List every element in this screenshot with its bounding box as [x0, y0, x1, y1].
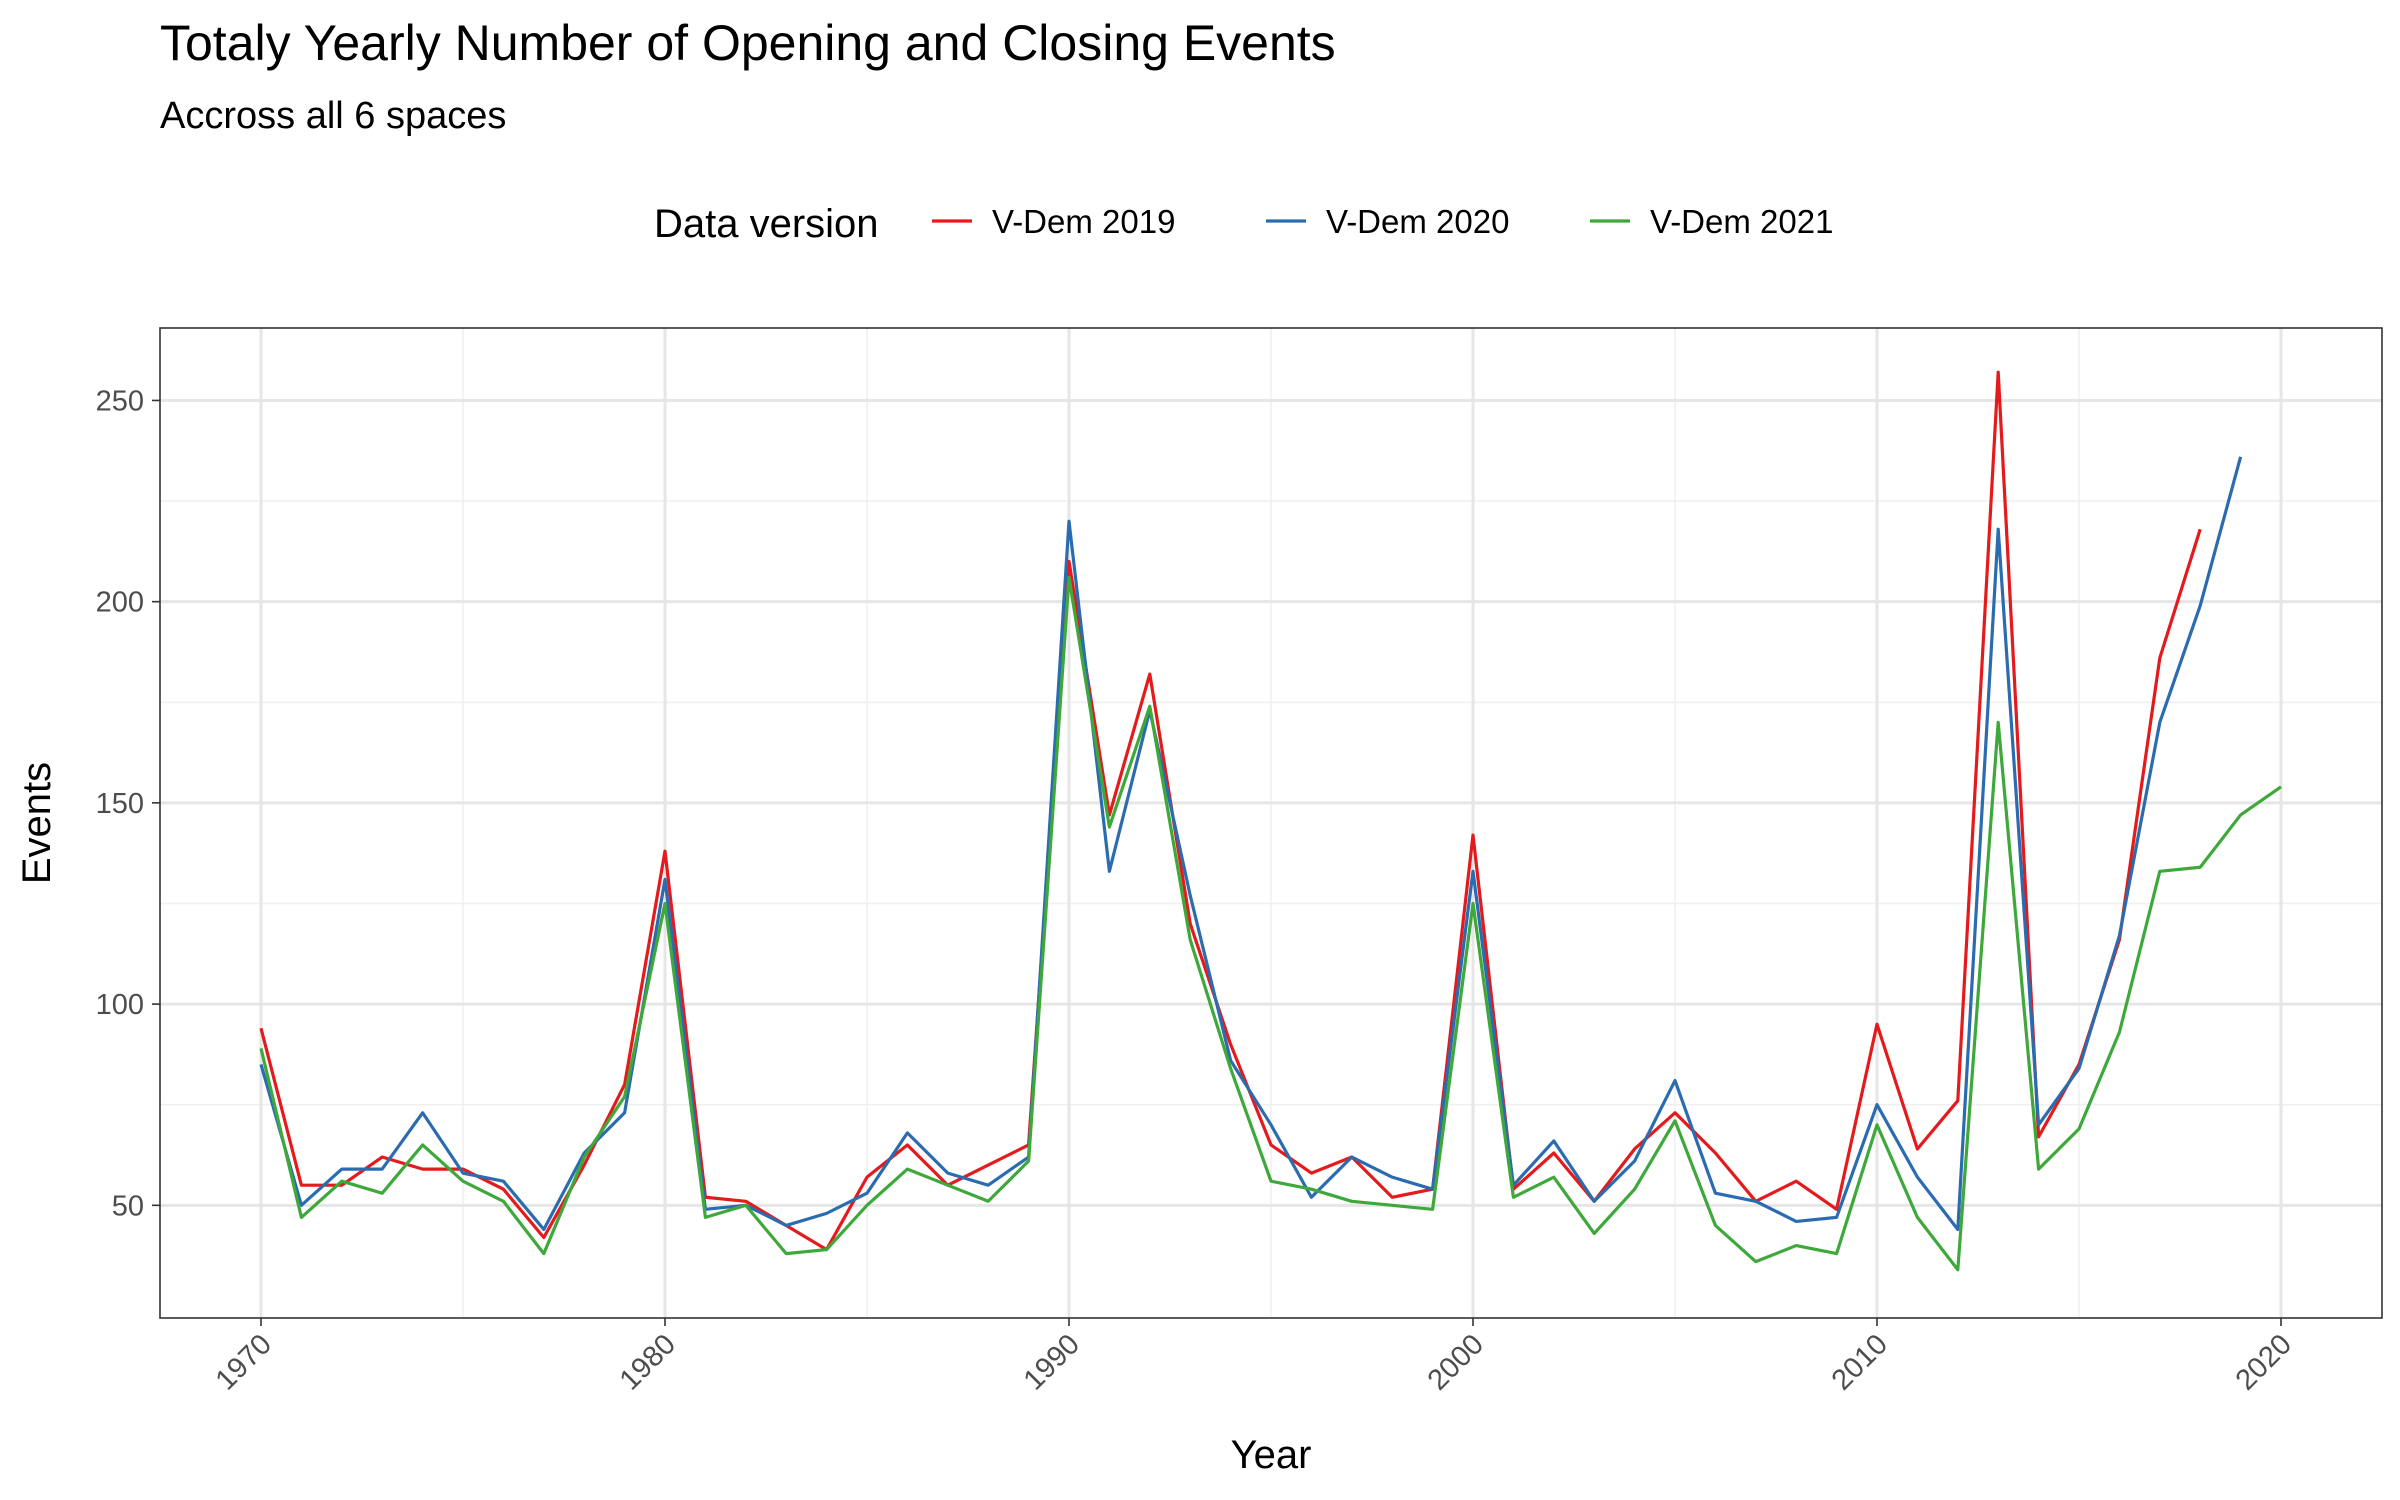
series-line-3 — [259, 575, 2282, 1272]
x-tick-label: 2010 — [1826, 1328, 1894, 1396]
series-line-2 — [259, 456, 2243, 1232]
y-tick-label: 250 — [96, 385, 144, 417]
legend-label-1: V-Dem 2019 — [992, 203, 1175, 240]
x-tick-label: 1980 — [614, 1328, 682, 1396]
x-tick-label: 2020 — [2230, 1328, 2298, 1396]
legend: Data version V-Dem 2019 V-Dem 2020 V-Dem 2… — [654, 202, 1833, 246]
x-tick-label: 1970 — [210, 1328, 278, 1396]
x-axis-title: Year — [1231, 1433, 1312, 1477]
y-tick-label: 150 — [96, 788, 144, 820]
legend-title: Data version — [654, 202, 879, 246]
x-tick-label: 1990 — [1018, 1328, 1086, 1396]
chart-title: Totaly Yearly Number of Opening and Clos… — [160, 15, 1336, 71]
x-tick-label: 2000 — [1422, 1328, 1490, 1396]
legend-label-3: V-Dem 2021 — [1650, 203, 1833, 240]
legend-label-2: V-Dem 2020 — [1326, 203, 1509, 240]
y-axis-title: Events — [15, 762, 59, 884]
series-layer — [259, 370, 2282, 1272]
minor-gridlines — [160, 328, 2382, 1318]
plot-panel — [159, 327, 2383, 1319]
series-line-1 — [259, 370, 2202, 1252]
y-tick-label: 100 — [96, 989, 144, 1021]
chart-subtitle: Accross all 6 spaces — [160, 95, 506, 137]
axis-ticks: 50 100 150 200 250 1970 1980 1990 2000 2010 2020 — [96, 385, 2298, 1396]
y-tick-label: 50 — [112, 1190, 144, 1222]
y-tick-label: 200 — [96, 587, 144, 619]
